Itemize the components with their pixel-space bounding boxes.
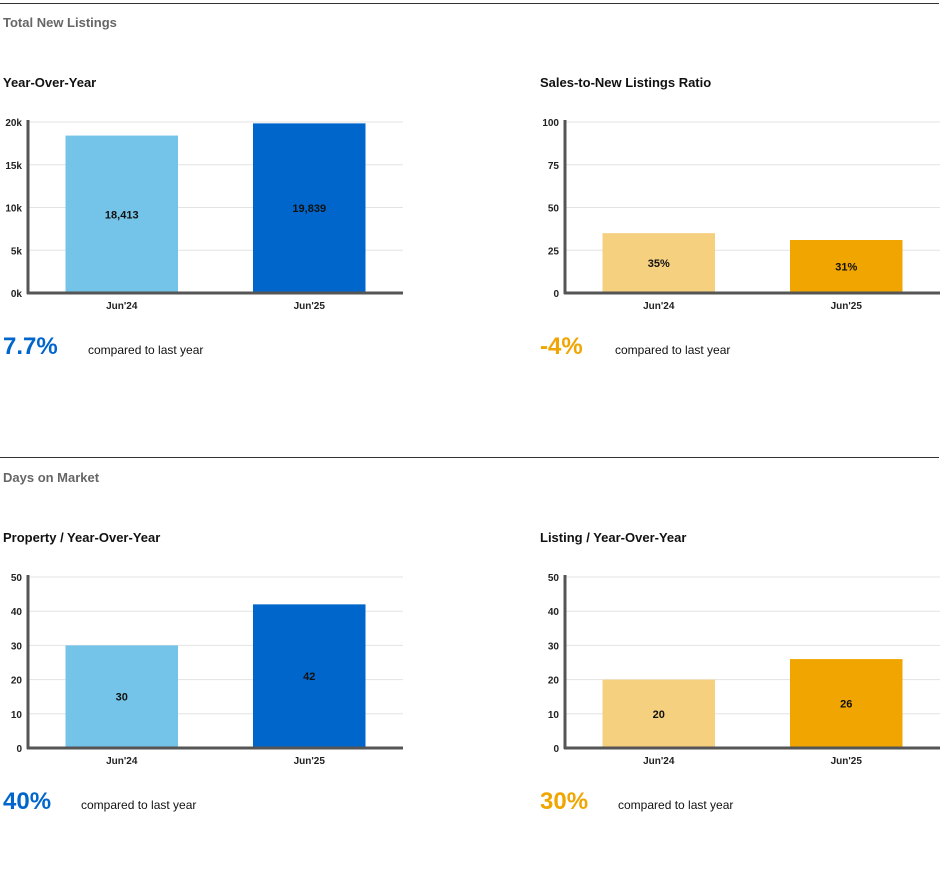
bar xyxy=(65,645,178,748)
y-tick-label: 5k xyxy=(11,246,23,257)
y-tick-label: 20 xyxy=(11,676,23,687)
change-value: 7.7% xyxy=(3,333,58,360)
change-caption: compared to last year xyxy=(615,343,731,357)
y-tick-label: 50 xyxy=(548,204,560,215)
y-tick-label: 30 xyxy=(548,641,560,652)
bar xyxy=(253,123,366,293)
change-caption: compared to last year xyxy=(81,798,197,812)
bar xyxy=(790,659,903,748)
y-tick-label: 75 xyxy=(548,161,560,172)
bar xyxy=(65,135,178,293)
x-tick-label: Jun'24 xyxy=(643,756,675,767)
y-tick-label: 50 xyxy=(11,573,23,584)
y-tick-label: 30 xyxy=(11,641,23,652)
section-divider xyxy=(0,457,939,458)
y-tick-label: 10 xyxy=(11,710,23,721)
y-tick-label: 40 xyxy=(11,607,23,618)
x-tick-label: Jun'24 xyxy=(643,301,675,312)
data-label: 18,413 xyxy=(105,209,139,221)
change-caption: compared to last year xyxy=(618,798,734,812)
y-tick-label: 20 xyxy=(548,676,560,687)
y-tick-label: 10k xyxy=(5,204,22,215)
x-tick-label: Jun'24 xyxy=(106,756,138,767)
bar-chart-new-listings: 0k 5k 10k 15k 20k 18,413 Jun'24 19,839 Jun'25 xyxy=(5,118,403,312)
bar xyxy=(602,679,715,748)
change-value: -4% xyxy=(540,333,583,360)
chart-title: Property / Year-Over-Year xyxy=(3,530,161,545)
y-tick-label: 10 xyxy=(548,710,560,721)
data-label: 19,839 xyxy=(292,203,326,215)
data-label: 35% xyxy=(648,258,670,270)
bar xyxy=(253,604,366,748)
panel-year-over-year: Year-Over-Year 0k 5k 10k 15k 20k 18,413 Jun'24… xyxy=(3,75,403,395)
data-label: 26 xyxy=(840,699,852,711)
data-label: 42 xyxy=(303,671,315,683)
bar xyxy=(602,233,715,293)
change-value: 30% xyxy=(540,788,589,815)
chart-title: Sales-to-New Listings Ratio xyxy=(540,75,712,90)
data-label: 20 xyxy=(653,709,665,721)
y-tick-label: 0 xyxy=(16,744,22,755)
x-tick-label: Jun'25 xyxy=(294,301,326,312)
y-tick-label: 15k xyxy=(5,161,22,172)
y-tick-label: 20k xyxy=(5,118,22,129)
panel-sales-to-new-listings: Sales-to-New Listings Ratio 0 25 50 75 100 35… xyxy=(540,75,940,395)
x-tick-label: Jun'25 xyxy=(831,756,863,767)
panel-property-year-over-year: Property / Year-Over-Year 0 10 20 30 40 50 30 J… xyxy=(3,530,403,850)
bar-chart-property-dom: 0 10 20 30 40 50 30 Jun'24 42 Jun'25 xyxy=(11,573,403,767)
bar xyxy=(790,239,903,293)
chart-title: Listing / Year-Over-Year xyxy=(540,530,687,545)
panel-listing-year-over-year: Listing / Year-Over-Year 0 10 20 30 40 50 20 Ju… xyxy=(540,530,940,850)
y-tick-label: 0 xyxy=(553,289,559,300)
section-title-new-listings: Total New Listings xyxy=(3,15,117,30)
y-tick-label: 25 xyxy=(548,246,560,257)
y-tick-label: 0k xyxy=(11,289,23,300)
x-tick-label: Jun'25 xyxy=(294,756,326,767)
y-tick-label: 100 xyxy=(542,118,559,129)
bar-chart-sales-ratio: 0 25 50 75 100 35% Jun'24 31% Jun'25 xyxy=(542,118,940,312)
y-tick-label: 40 xyxy=(548,607,560,618)
section-divider xyxy=(0,3,939,4)
section-title-days-on-market: Days on Market xyxy=(3,470,100,485)
chart-title: Year-Over-Year xyxy=(3,75,97,90)
change-caption: compared to last year xyxy=(88,343,204,357)
data-label: 30 xyxy=(116,692,128,704)
y-tick-label: 0 xyxy=(553,744,559,755)
bar-chart-listing-dom: 0 10 20 30 40 50 20 Jun'24 26 Jun'25 xyxy=(548,573,940,767)
y-tick-label: 50 xyxy=(548,573,560,584)
data-label: 31% xyxy=(835,261,857,273)
change-value: 40% xyxy=(3,788,52,815)
x-tick-label: Jun'24 xyxy=(106,301,138,312)
x-tick-label: Jun'25 xyxy=(831,301,863,312)
